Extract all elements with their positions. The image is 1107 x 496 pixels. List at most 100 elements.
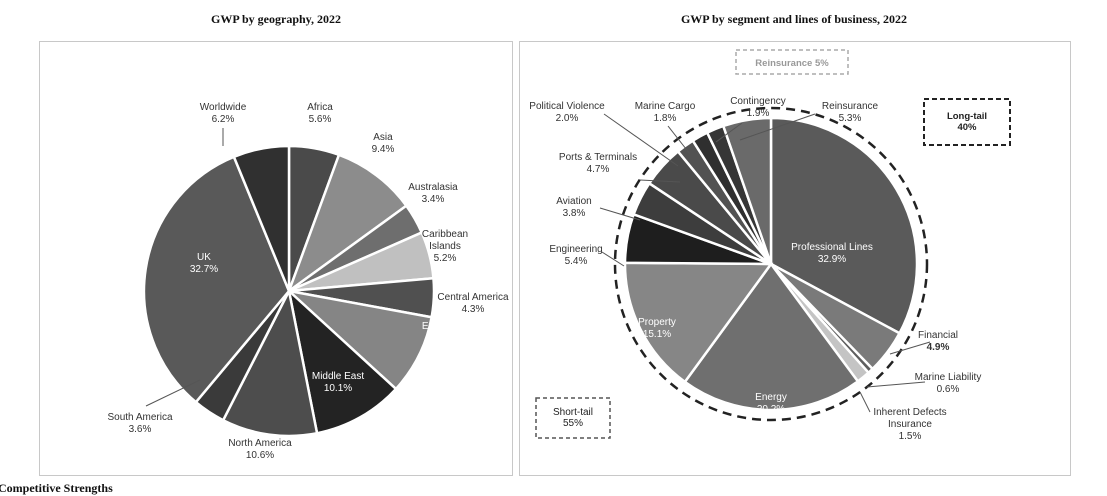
slice-label-text: South America [107,412,172,423]
leader-line-engineering [601,251,625,267]
slice-label-text: Africa [307,102,333,113]
slice-label-text: Asia [373,132,393,143]
leader-line-political-violence [603,113,679,167]
slice-value-marine-cargo: 1.8% [654,113,677,124]
slice-label-text: Engineering [549,244,602,255]
leader-line-financial [889,341,931,355]
short-tail-box-frame [535,397,611,439]
slice-label-text: Political Violence [529,101,605,112]
leader-line-south-america [145,379,201,407]
slice-label-text: Financial [918,330,958,341]
slice-value-australasia: 3.4% [422,194,445,205]
slice-value-political-violence: 2.0% [556,113,579,124]
slice-label-text: Reinsurance [822,101,879,112]
slice-value-north-america: 10.6% [246,450,274,461]
slice-label-text: North America [228,438,292,449]
slice-label-text: Property [638,317,676,328]
long-tail-box-label: 40% [957,122,977,133]
slice-value-asia: 9.4% [372,144,395,155]
pie-slice-uk [142,155,291,404]
slice-value-aviation: 3.8% [563,208,586,219]
slice-label-text: Worldwide [200,102,247,113]
leader-line-ports-terminals [639,179,681,183]
slice-value-reinsurance: 5.3% [839,113,862,124]
slice-value-contingency: 1.9% [747,108,770,119]
slice-label-text: Energy [755,392,787,403]
geography-chart-panel: Africa 5.6% Asia 9.4% Australasia 3.4% Caribbe… [39,41,513,476]
slice-label-text: Aviation [556,196,591,207]
slice-value-central-america: 4.3% [462,304,485,315]
slice-label-text: Europe [422,321,455,332]
reinsurance-annotation-box: Reinsurance 5% [735,49,849,75]
slice-label-text: Caribbean [422,229,468,240]
slice-value-energy: 20.2% [757,404,785,415]
pie-slice-property [623,261,774,384]
slice-label-text: Middle East [312,371,364,382]
long-short-tail-ring [613,106,929,422]
reinsurance-box-label: Reinsurance 5% [755,58,829,69]
slice-label-text: Marine Cargo [635,101,696,112]
slice-label-text: Ports & Terminals [559,152,637,163]
chart-title-geography: GWP by geography, 2022 [210,12,341,26]
slice-value-ports-terminals: 4.7% [587,164,610,175]
long-tail-box-frame [923,98,1011,146]
slice-label-text: Inherent Defects [873,407,946,418]
slice-label-text: Contingency [730,96,786,107]
leader-line-reinsurance [739,113,816,141]
slice-value-uk: 32.7% [190,264,218,275]
slice-value-professional-lines: 32.9% [818,254,846,265]
slice-value-financial: 4.9% [927,342,950,353]
slice-value-property: 15.1% [643,329,671,340]
pie-slice-north-america [221,287,319,438]
segment-chart-panel: Professional Lines 32.9% Financial 4.9% Mari… [519,41,1071,476]
leader-line-contingency [715,122,743,143]
pie-slice-worldwide [232,144,291,292]
slice-value-africa: 5.6% [309,114,332,125]
slice-label-text: Islands [429,241,461,252]
slice-label-text: Marine Liability [915,372,982,383]
leader-line-marine-cargo [667,125,691,155]
slice-label-text: Insurance [888,419,932,430]
pie-slice-reinsurance [721,116,773,265]
leader-line-inherent-defects-insurance [859,391,871,413]
chart-title-segment: GWP by segment and lines of business, 20… [680,12,908,26]
short-tail-box-label: Short-tail [553,407,593,418]
slice-value-europe: 8.9% [427,333,450,344]
pie-slice-europe [284,288,434,391]
slice-label-text: Professional Lines [791,242,873,253]
slice-value-marine-liability: 0.6% [937,384,960,395]
leader-line-aviation [599,207,641,221]
slice-label-text: UK [197,252,211,263]
slice-value-caribbean-islands: 5.2% [434,253,457,264]
pie-slice-energy [683,261,860,412]
slice-label-text: Central America [437,292,509,303]
pie-slice-professional-lines [769,116,919,335]
slice-value-worldwide: 6.2% [212,114,235,125]
reinsurance-box-frame [735,49,849,75]
slice-value-engineering: 5.4% [565,256,588,267]
